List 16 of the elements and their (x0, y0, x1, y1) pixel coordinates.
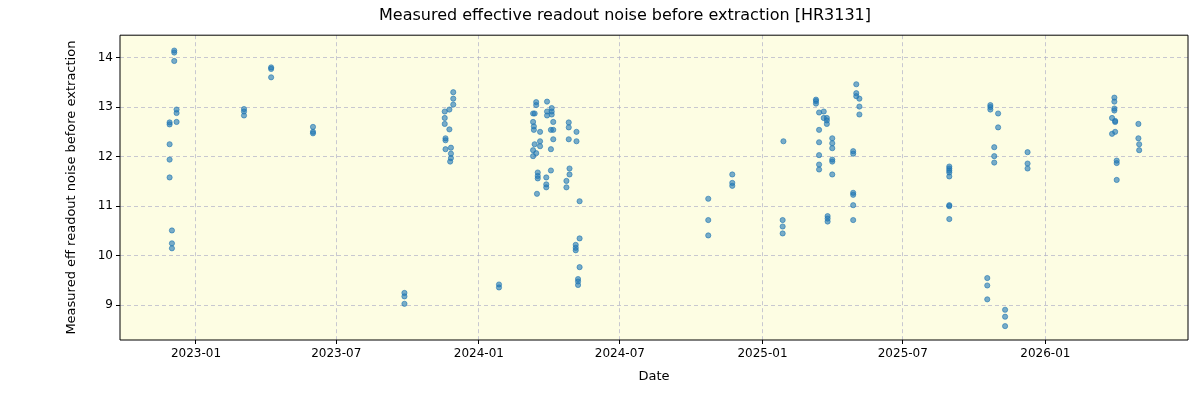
y-tick-label: 10 (97, 247, 113, 262)
x-axis-title: Date (638, 367, 670, 383)
x-tick-label: 2024-07 (594, 346, 645, 361)
y-tick-label: 11 (97, 198, 113, 213)
y-tick-label: 14 (97, 49, 113, 64)
x-tick-label: 2024-01 (453, 346, 504, 361)
chart-title: Measured effective readout noise before extraction [HR3131] (379, 4, 871, 24)
y-axis-title: Measured eff readout noise before extraction (63, 40, 79, 335)
x-tick-label: 2025-01 (737, 346, 788, 361)
y-tick-label: 13 (97, 99, 113, 114)
x-tick-label: 2023-01 (170, 346, 222, 361)
x-tick-label: 2023-07 (311, 346, 362, 361)
y-tick-label: 9 (105, 297, 113, 312)
x-tick-label: 2025-07 (877, 346, 928, 361)
y-tick-label: 12 (97, 148, 113, 163)
x-tick-label: 2026-01 (1020, 346, 1071, 361)
